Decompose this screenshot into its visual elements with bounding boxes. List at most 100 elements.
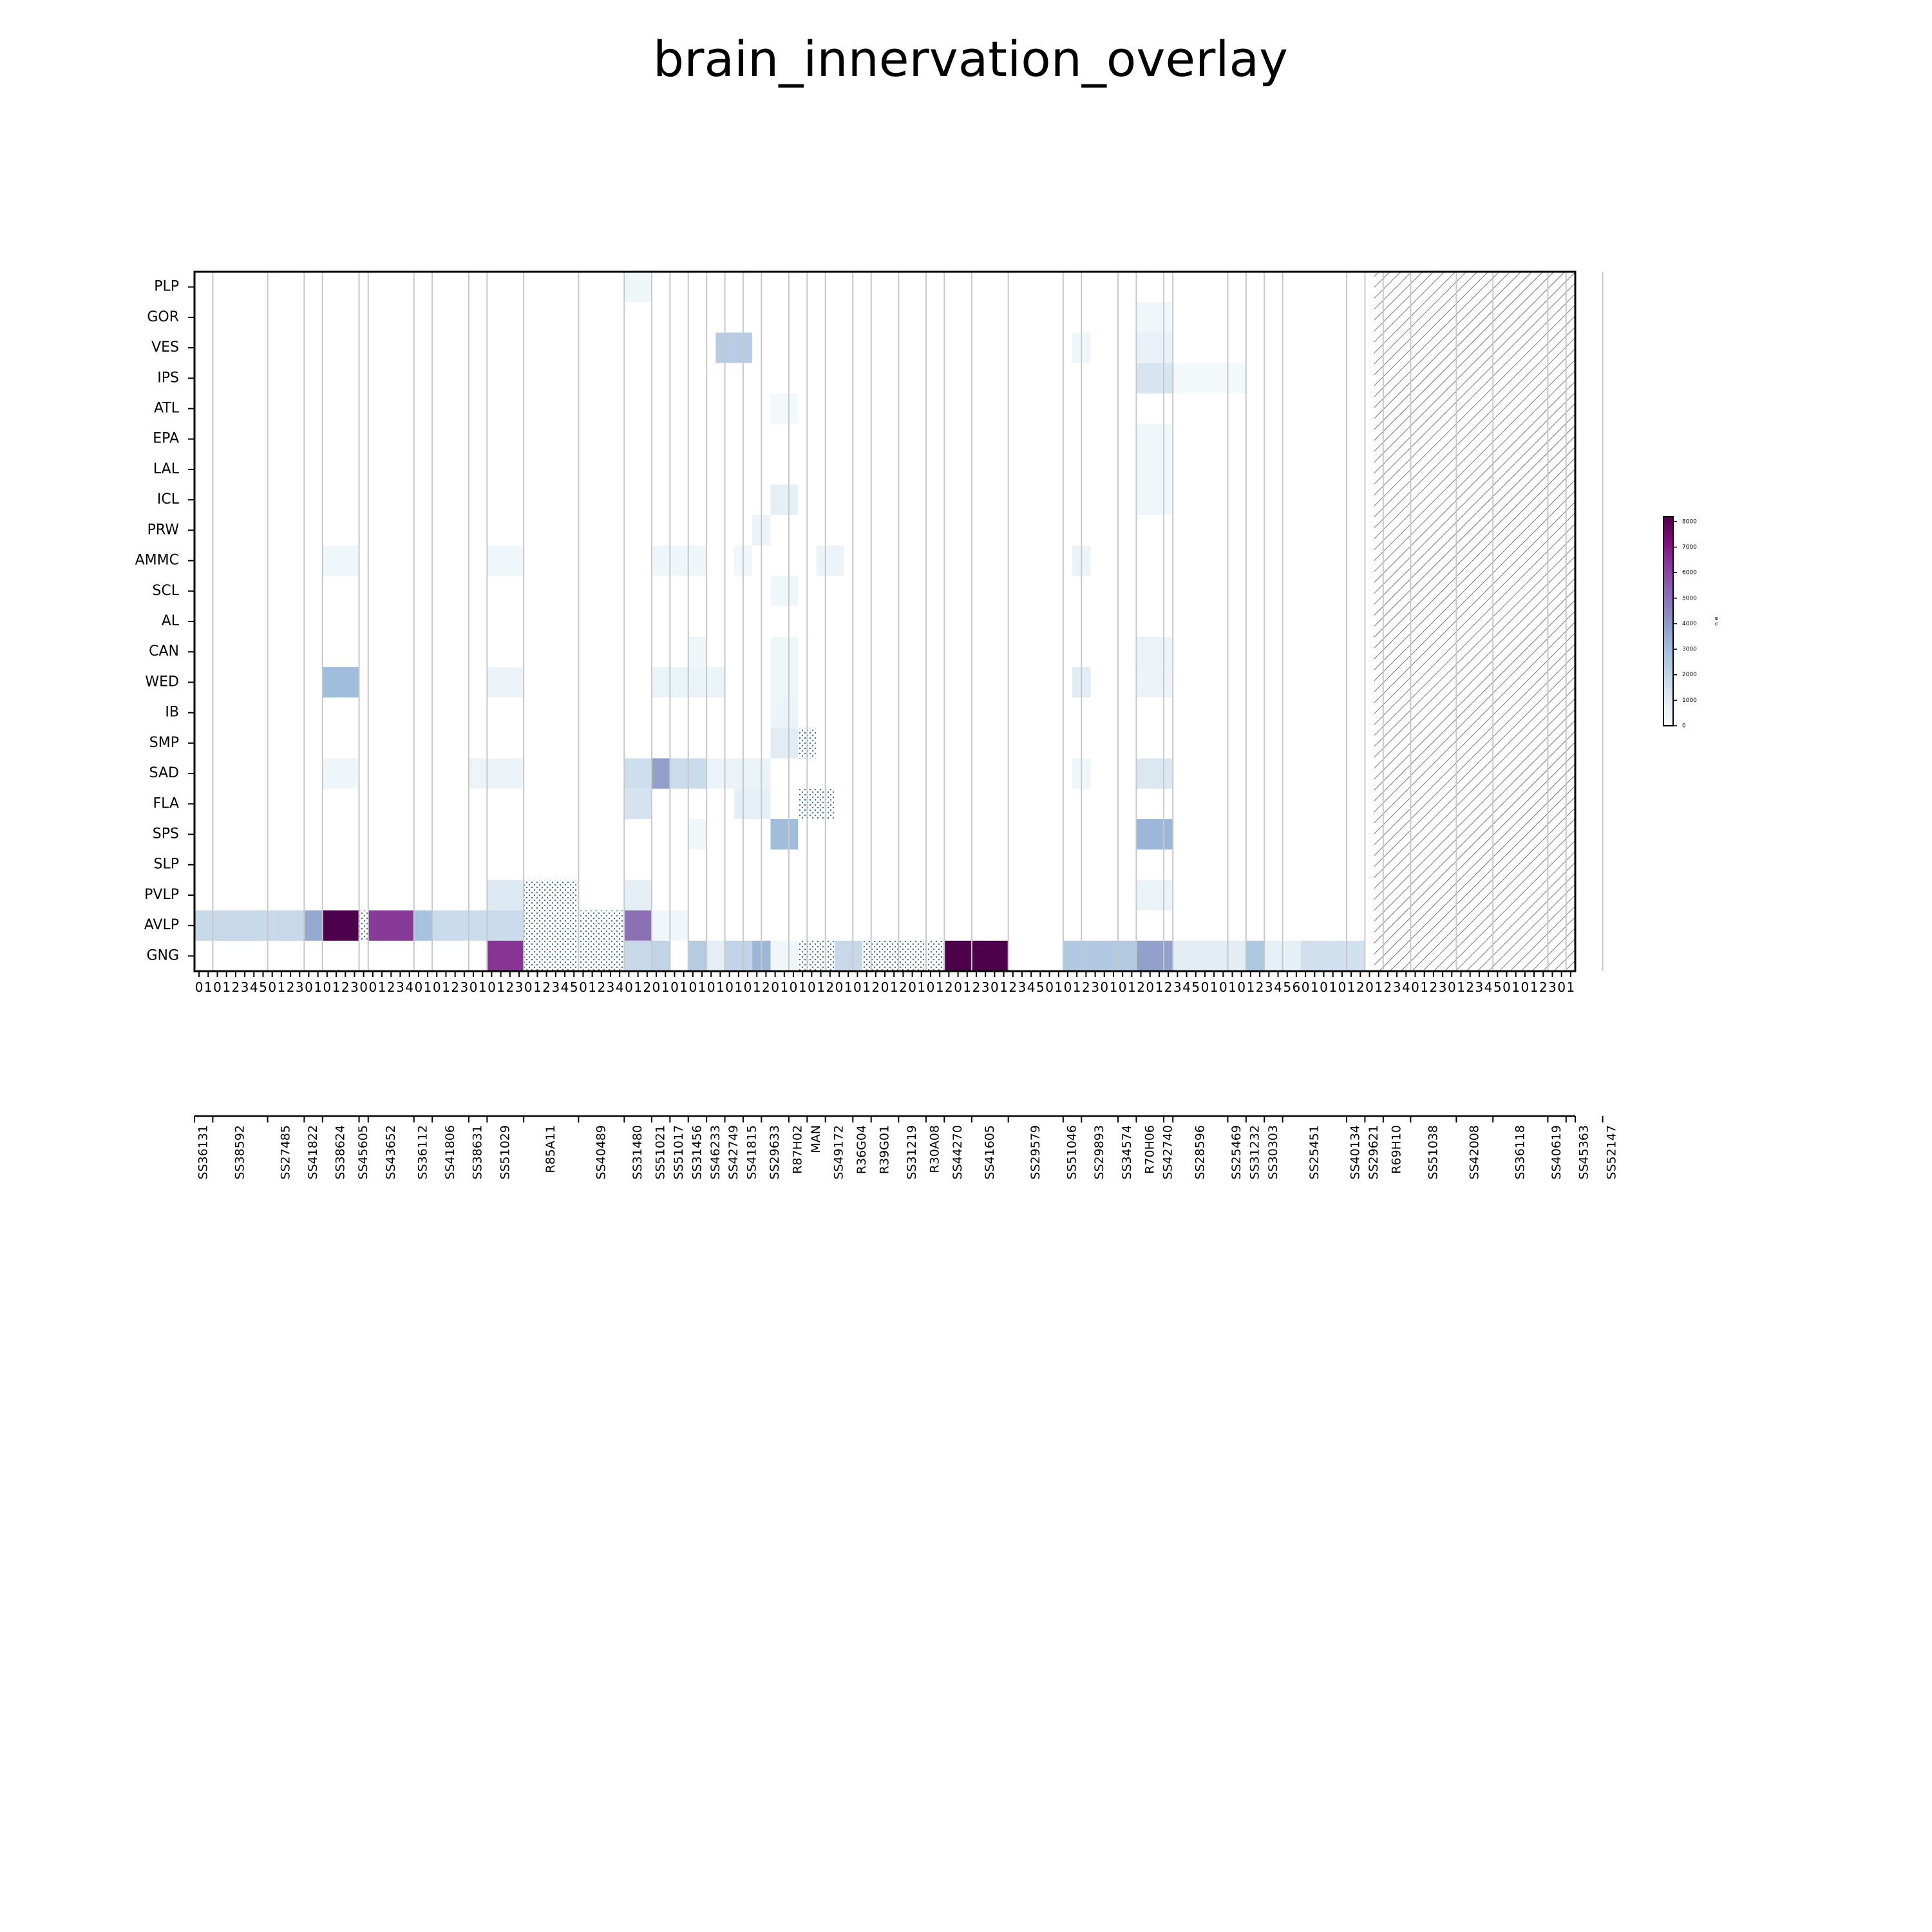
row-label: EPA (153, 431, 179, 447)
col-tick-label: 2 (387, 980, 395, 995)
col-tick-label: 2 (1430, 980, 1438, 995)
col-tick-label: 3 (1548, 980, 1557, 995)
heatmap-cell (624, 940, 652, 971)
col-tick-label: 1 (661, 980, 670, 995)
group-label: SS25451 (1307, 1125, 1321, 1180)
col-tick-label: 2 (597, 980, 605, 995)
col-tick-label: 2 (451, 980, 459, 995)
group-label: R87H02 (791, 1125, 805, 1174)
col-tick-label: 0 (790, 980, 798, 995)
col-tick-label: 2 (945, 980, 953, 995)
col-tick-label: 5 (1493, 980, 1502, 995)
group-label: SS40134 (1349, 1125, 1363, 1180)
col-tick-label: 2 (506, 980, 514, 995)
heatmap-cell (368, 910, 414, 941)
col-tick-label: 1 (936, 980, 944, 995)
heatmap-cell (1245, 940, 1265, 971)
group-label: SS42008 (1467, 1125, 1481, 1180)
row-label: WED (145, 674, 179, 690)
group-label: R85A11 (544, 1125, 558, 1173)
col-tick-label: 1 (204, 980, 213, 995)
heatmap-cell (322, 545, 359, 576)
col-tick-label: 0 (688, 980, 697, 995)
col-tick-label: 0 (369, 980, 377, 995)
row-label: SMP (149, 735, 179, 751)
group-label: SS51029 (498, 1125, 512, 1180)
row-label: SCL (152, 583, 179, 599)
col-tick-label: 2 (826, 980, 834, 995)
heatmap-cell (770, 728, 799, 759)
col-tick-label: 1 (698, 980, 706, 995)
col-tick-label: 0 (433, 980, 441, 995)
col-tick-label: 1 (1210, 980, 1218, 995)
heatmap-cell (770, 484, 799, 515)
col-tick-label: 0 (1521, 980, 1530, 995)
group-label: MAN (809, 1125, 823, 1153)
col-tick-label: 1 (588, 980, 596, 995)
col-tick-label: 0 (808, 980, 816, 995)
colorbar-label: n e (1714, 616, 1720, 626)
col-tick-label: 1 (1155, 980, 1164, 995)
heatmap-cell (1136, 332, 1173, 363)
col-tick-label: 3 (515, 980, 524, 995)
col-tick-label: 1 (679, 980, 688, 995)
group-label: SS36131 (196, 1125, 211, 1180)
heatmap-cell (706, 758, 771, 789)
col-tick-label: 0 (835, 980, 844, 995)
col-tick-label: 3 (981, 980, 990, 995)
row-label: LAL (153, 461, 180, 477)
col-tick-label: 5 (1036, 980, 1045, 995)
col-tick-label: 0 (1320, 980, 1328, 995)
row-label: GOR (147, 309, 179, 325)
col-tick-label: 3 (607, 980, 615, 995)
heatmap-cell (1173, 940, 1246, 971)
colorbar-tick-label: 3000 (1682, 647, 1697, 653)
col-tick-label: 4 (1182, 980, 1191, 995)
heatmap-cell (770, 819, 799, 850)
group-label: SS30303 (1266, 1125, 1280, 1180)
row-label: IB (165, 705, 179, 721)
heatmap-cell (524, 910, 625, 941)
group-axis: SS36131 SS38592 SS27485 SS41822 SS38624 SS456… (194, 1115, 1618, 1180)
col-tick-label: 1 (1073, 980, 1081, 995)
heatmap-cell (770, 940, 799, 971)
col-tick-label: 2 (762, 980, 770, 995)
row-label: AVLP (144, 917, 179, 933)
group-label: SS38631 (471, 1125, 485, 1180)
col-tick-label: 1 (734, 980, 743, 995)
col-tick-label: 3 (460, 980, 468, 995)
col-tick-label: 1 (1329, 980, 1337, 995)
colorbar-tick-label: 5000 (1682, 595, 1697, 601)
heatmap-cell (1063, 940, 1137, 971)
col-tick-label: 0 (1237, 980, 1245, 995)
heatmap-cell (651, 940, 670, 971)
colorbar-tick-label: 8000 (1682, 518, 1697, 525)
col-tick-label: 0 (1365, 980, 1374, 995)
heatmap-cell (432, 910, 524, 941)
col-tick-label: 1 (1228, 980, 1236, 995)
group-label: SS34574 (1120, 1125, 1134, 1180)
col-tick-label: 1 (817, 980, 825, 995)
heatmap-cell (1136, 454, 1173, 485)
col-tick-label: 0 (213, 980, 222, 995)
heatmap-cell (1136, 363, 1173, 393)
colorbar: 0 1000 2000 3000 4000 5000 6000 7000 8000 n e (1663, 516, 1720, 730)
heatmap-cell (798, 788, 835, 819)
col-tick-label: 2 (1009, 980, 1017, 995)
heatmap-cell (1173, 363, 1246, 393)
heatmap-cell (770, 576, 799, 607)
group-label: SS44270 (951, 1125, 965, 1180)
col-tick-label: 1 (1110, 980, 1118, 995)
heatmap-cell (304, 910, 323, 941)
col-tick-label: 1 (999, 980, 1008, 995)
group-label: SS29633 (768, 1125, 782, 1180)
col-tick-label: 3 (296, 980, 304, 995)
col-tick-label: 2 (232, 980, 240, 995)
heatmap-cell (487, 940, 524, 971)
col-tick-label: 0 (707, 980, 715, 995)
col-tick-label: 5 (570, 980, 578, 995)
heatmap-cell (468, 758, 524, 789)
col-tick-label: 2 (1466, 980, 1474, 995)
row-label: IPS (157, 370, 179, 386)
